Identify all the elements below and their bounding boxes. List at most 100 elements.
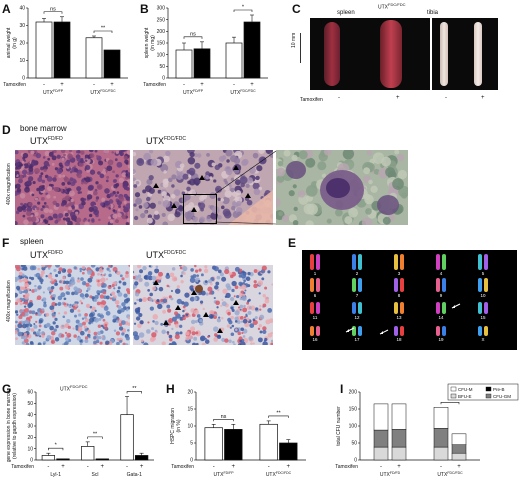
cell [65, 280, 70, 285]
cell [44, 150, 50, 157]
cell [305, 220, 314, 225]
cell [173, 189, 181, 197]
panel-letter-b: B [140, 2, 149, 16]
cell [257, 337, 263, 343]
cell [15, 221, 18, 225]
chromosome-label: 6 [314, 293, 317, 298]
cell [99, 314, 105, 319]
cell [26, 327, 31, 331]
cell [65, 337, 70, 342]
cell [160, 322, 164, 326]
cell [122, 281, 127, 286]
cell [115, 331, 121, 336]
cell [305, 157, 316, 168]
cell [168, 342, 173, 345]
cell [111, 151, 114, 154]
cell [306, 203, 318, 215]
cell [23, 332, 27, 336]
cell [252, 319, 258, 326]
cell [239, 339, 242, 343]
cell [65, 291, 69, 295]
significance-label: ** [93, 431, 98, 437]
cell [215, 281, 220, 286]
cell [114, 300, 120, 305]
cell [219, 272, 224, 277]
cell [216, 318, 221, 323]
cell [124, 273, 129, 278]
cell [245, 313, 248, 316]
y-tick-label: 40 [27, 412, 33, 418]
cell [93, 331, 98, 336]
cell [105, 310, 111, 316]
panel-f-right-label: UTXFDC/FDC [146, 250, 186, 260]
cell [243, 316, 247, 319]
panel-g-header: UTXFDC/FDC [60, 384, 88, 393]
cell [40, 166, 44, 171]
cell [116, 337, 120, 341]
cell [134, 281, 139, 286]
cell [25, 342, 30, 345]
cell [112, 213, 118, 219]
panel-letter-e: E [288, 236, 297, 250]
cell [193, 336, 198, 341]
cell [91, 219, 95, 223]
cell [84, 221, 90, 225]
cell [30, 311, 33, 314]
cell [102, 318, 106, 322]
cell [189, 170, 195, 176]
cell [124, 159, 129, 164]
cell [69, 177, 74, 181]
bone-fragment [228, 190, 273, 225]
cell [248, 306, 252, 310]
cell [133, 151, 137, 157]
chromosome-label: 5 [482, 271, 485, 276]
cell [97, 313, 101, 317]
cell [118, 323, 123, 327]
significance-label: ** [276, 410, 281, 416]
cell [236, 320, 241, 324]
tamoxifen-sign: + [60, 82, 64, 88]
cell [249, 323, 255, 328]
y-tick-label: 50 [159, 64, 165, 70]
y-axis-label-line-0: gene expression in bone marrow [6, 389, 12, 462]
bar [193, 48, 211, 79]
cell [84, 339, 89, 344]
bar [204, 427, 223, 461]
y-tick-label: 20 [27, 435, 33, 441]
cell [197, 153, 202, 158]
cell [225, 168, 233, 176]
cell [114, 179, 117, 183]
cell [29, 276, 32, 280]
cell [58, 312, 61, 315]
cell [51, 155, 57, 161]
cell [97, 292, 100, 296]
cell [115, 319, 119, 323]
cell [394, 150, 400, 155]
cell [88, 206, 94, 212]
cell [139, 320, 144, 325]
cell [192, 342, 197, 345]
tamoxifen-sign: + [61, 464, 65, 470]
chromosome [484, 302, 488, 314]
cell [77, 326, 83, 332]
cell [237, 331, 241, 336]
cell [224, 181, 229, 185]
chromosome-label: 14 [438, 315, 444, 320]
cell [188, 201, 195, 209]
cell [238, 293, 243, 298]
cell [70, 280, 76, 286]
cell [140, 213, 146, 219]
group-label: UTXFD/FD [380, 471, 401, 478]
cell [149, 292, 153, 297]
panel-c-sign-3: - [445, 95, 447, 101]
panel-letter-d: D [2, 123, 11, 137]
cell [34, 197, 39, 201]
cell [60, 333, 65, 338]
cell [40, 282, 43, 285]
panel-c-sign-2: + [396, 95, 400, 101]
cell [84, 313, 88, 317]
cell [166, 331, 170, 334]
group-label: UTXFD/FP [43, 89, 64, 96]
group-label: UTXFDC/FDC [266, 471, 292, 478]
cell [93, 190, 98, 196]
